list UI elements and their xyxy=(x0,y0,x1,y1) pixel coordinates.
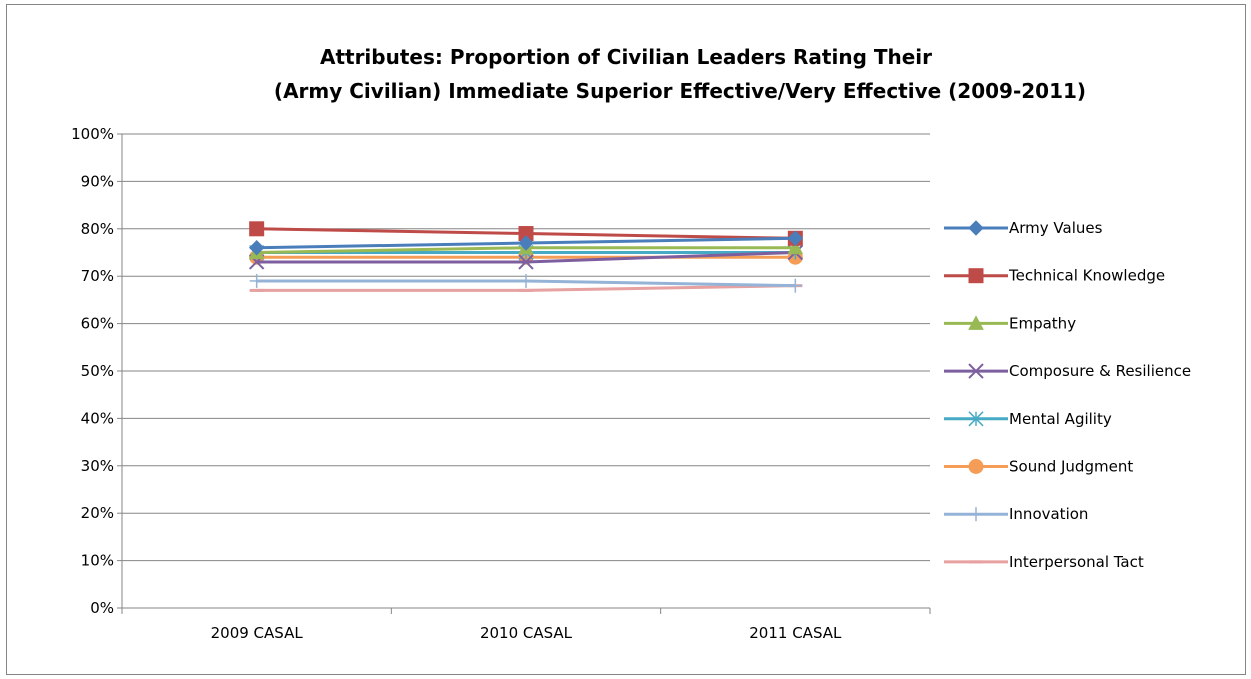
data-point xyxy=(787,230,804,246)
y-tick-label: 0% xyxy=(90,599,114,617)
y-tick-label: 90% xyxy=(81,172,114,190)
y-tick-label: 40% xyxy=(81,409,114,427)
legend-label: Technical Knowledge xyxy=(1008,267,1165,285)
y-tick-label: 60% xyxy=(81,315,114,333)
legend-label: Sound Judgment xyxy=(1009,458,1133,476)
y-tick-label: 50% xyxy=(81,362,114,380)
legend-label: Interpersonal Tact xyxy=(1009,553,1144,571)
legend: Army Values Technical Knowledge Empathy Com… xyxy=(944,219,1191,571)
chart-title-line-2: (Army Civilian) Immediate Superior Effec… xyxy=(274,79,1086,103)
x-tick-label: 2011 CASAL xyxy=(749,624,842,642)
legend-entry: Empathy xyxy=(944,314,1076,332)
data-point xyxy=(787,239,804,255)
gridlines xyxy=(122,133,930,562)
series-innovation xyxy=(249,273,803,293)
legend-marker xyxy=(968,268,984,284)
y-tick-label: 100% xyxy=(71,125,114,143)
axes: 0% 10% 20% 30% 40% 50% 60% 70% 80% 90% 100% 2009 CA… xyxy=(71,125,931,642)
series-army-values xyxy=(248,230,804,256)
data-point xyxy=(518,254,534,270)
legend-marker xyxy=(968,411,984,427)
data-point xyxy=(518,235,534,251)
y-tick-label: 80% xyxy=(81,220,114,238)
legend-entry: Mental Agility xyxy=(944,410,1112,428)
x-tick-label: 2009 CASAL xyxy=(211,624,304,642)
legend-label: Army Values xyxy=(1009,219,1103,237)
chart-title-line-1: Attributes: Proportion of Civilian Leade… xyxy=(320,45,932,69)
legend-entry: Technical Knowledge xyxy=(944,267,1165,285)
legend-marker xyxy=(968,220,984,236)
data-point xyxy=(249,221,265,237)
y-tick-label: 10% xyxy=(81,552,114,570)
data-point xyxy=(248,240,265,256)
y-tick-label: 70% xyxy=(81,267,114,285)
data-point xyxy=(519,273,533,288)
legend-label: Innovation xyxy=(1009,505,1088,523)
data-point xyxy=(249,273,264,288)
legend-entry: Army Values xyxy=(944,219,1103,237)
legend-entry: Composure & Resilience xyxy=(944,362,1191,380)
legend-label: Composure & Resilience xyxy=(1009,362,1191,380)
legend-entry: Innovation xyxy=(944,505,1088,523)
legend-marker xyxy=(968,459,984,474)
chart-frame xyxy=(6,4,1246,675)
legend-label: Empathy xyxy=(1009,314,1076,332)
chart-title: Attributes: Proportion of Civilian Leade… xyxy=(274,45,1086,103)
x-tick-label: 2010 CASAL xyxy=(480,624,573,642)
y-tick-label: 30% xyxy=(81,457,114,475)
y-tick-label: 20% xyxy=(81,504,114,522)
legend-label: Mental Agility xyxy=(1009,410,1112,428)
legend-marker xyxy=(968,315,984,330)
series-lines xyxy=(248,221,804,293)
legend-entry: Sound Judgment xyxy=(944,458,1133,476)
data-point xyxy=(788,278,803,293)
legend-entry: Interpersonal Tact xyxy=(944,553,1144,571)
legend-marker xyxy=(969,507,983,522)
legend-marker xyxy=(968,363,984,379)
